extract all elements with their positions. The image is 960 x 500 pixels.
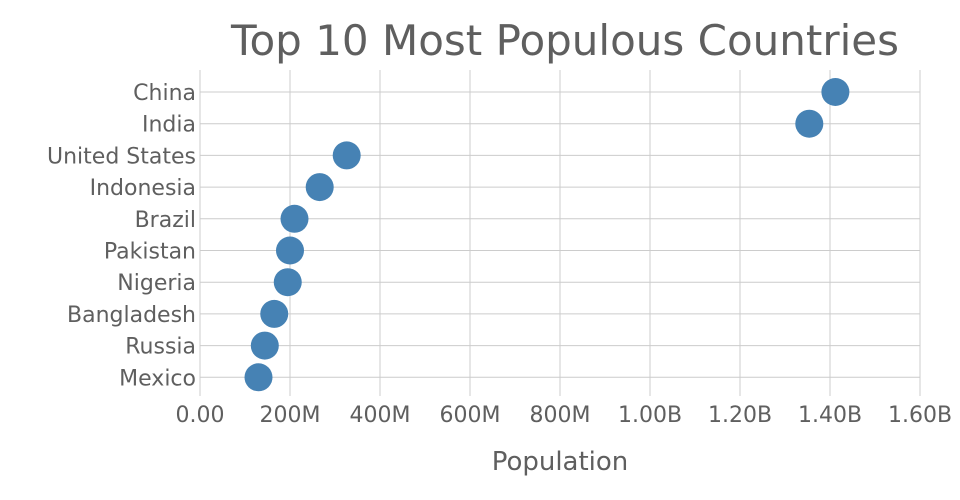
x-tick-label: 1.20B	[708, 403, 772, 428]
x-tick-label: 200M	[260, 403, 321, 428]
data-point	[305, 173, 334, 202]
y-tick-label: Russia	[125, 335, 196, 360]
y-tick-label: India	[142, 113, 196, 138]
x-axis-tick-labels: 0.00 200M 400M 600M 800M 1.00B 1.20B 1.40B 1.60B	[176, 403, 953, 428]
data-point	[273, 268, 302, 297]
y-axis-tick-labels: China India United States Indonesia Brazil Pa…	[47, 81, 196, 391]
x-axis-title: Population	[492, 447, 629, 477]
y-tick-label: Bangladesh	[67, 303, 196, 328]
y-gridlines	[200, 91, 920, 378]
y-tick-label: Pakistan	[104, 240, 196, 265]
data-points	[244, 78, 850, 392]
data-point	[244, 363, 273, 392]
data-point	[332, 141, 361, 170]
data-point	[276, 236, 304, 265]
x-tick-label: 1.60B	[888, 403, 952, 428]
x-tick-label: 1.40B	[798, 403, 862, 428]
data-point	[280, 204, 309, 233]
x-tick-label: 0.00	[176, 403, 225, 428]
x-tick-label: 600M	[440, 403, 501, 428]
x-tick-label: 400M	[350, 403, 411, 428]
data-point	[250, 331, 279, 360]
x-tick-label: 1.00B	[618, 403, 682, 428]
y-tick-label: China	[133, 81, 196, 106]
y-tick-label: Mexico	[119, 366, 196, 391]
data-point	[795, 109, 824, 138]
y-tick-label: Indonesia	[90, 176, 196, 201]
y-tick-label: Nigeria	[117, 271, 196, 296]
y-tick-label: Brazil	[135, 208, 196, 233]
data-point	[260, 299, 289, 328]
x-tick-label: 800M	[530, 403, 591, 428]
x-gridlines	[199, 70, 921, 396]
chart-title: Top 10 Most Populous Countries	[230, 16, 899, 65]
y-tick-label: United States	[47, 144, 196, 169]
data-point	[821, 78, 850, 106]
